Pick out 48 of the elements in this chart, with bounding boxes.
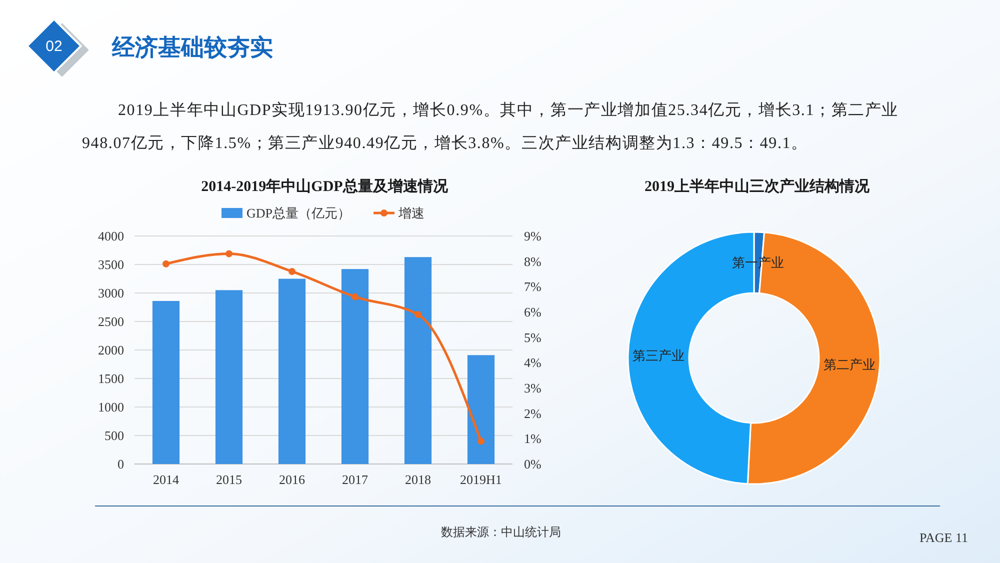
y2-tick-label: 6% [524, 304, 542, 320]
legend-label: GDP总量（亿元） [246, 206, 351, 220]
x-tick-label: 2017 [342, 472, 368, 487]
y-tick-label: 2000 [98, 342, 124, 358]
slice-label: 第三产业 [632, 348, 685, 364]
y-tick-label: 4000 [98, 228, 124, 244]
bar [278, 278, 306, 464]
x-tick-label: 2016 [279, 472, 306, 487]
x-tick-label: 2018 [405, 472, 431, 487]
chart-title: 2019上半年中山三次产业结构情况 [644, 178, 870, 195]
y-tick-label: 1000 [98, 400, 124, 414]
slice-label: 第二产业 [823, 356, 876, 372]
x-tick-label: 2015 [216, 472, 242, 487]
y-tick-label: 3500 [98, 257, 124, 272]
y-tick-label: 500 [104, 428, 124, 443]
bar [341, 269, 369, 464]
point [352, 293, 358, 300]
y-tick-label: 2500 [98, 314, 124, 329]
bar [215, 290, 243, 464]
chart-title: 2014-2019年中山GDP总量及增速情况 [201, 178, 449, 195]
y2-tick-label: 9% [524, 228, 542, 244]
y2-tick-label: 4% [524, 355, 542, 370]
y2-tick-label: 3% [524, 380, 542, 396]
x-tick-label: 2019H1 [460, 472, 502, 487]
y2-tick-label: 1% [524, 431, 542, 446]
x-tick-label: 2014 [153, 472, 180, 487]
y2-tick-label: 8% [524, 254, 542, 269]
point [414, 311, 422, 318]
text: PAGE 11 [919, 530, 968, 545]
bar [404, 257, 432, 464]
point [288, 268, 296, 275]
y-tick-label: 0 [118, 456, 124, 472]
point [478, 438, 484, 445]
y-tick-label: 3000 [98, 286, 124, 300]
point [162, 260, 170, 268]
legend-label: 增速 [398, 206, 425, 220]
text: 02 [46, 38, 62, 55]
source-note: 数据来源：中山统计局 [441, 525, 561, 539]
text: 2019上半年中山GDP实现1913.90亿元，增长0.9%。其中，第一产业增加值25.34亿元，增长3.1；第二产业948.07亿元，下降1.5%；第三产业940.49亿元，增长3.8%。三次产业结构调整为1.3：49.5：49.1。 [82, 101, 899, 152]
y-tick-label: 1500 [98, 371, 124, 386]
bar [152, 300, 180, 464]
y2-tick-label: 7% [524, 279, 542, 294]
y2-tick-label: 2% [524, 406, 542, 421]
y2-tick-label: 5% [524, 330, 542, 345]
bar [467, 355, 495, 464]
point [226, 250, 232, 258]
y2-tick-label: 0% [524, 456, 542, 472]
text: 经济基础较夯实 [111, 34, 273, 60]
